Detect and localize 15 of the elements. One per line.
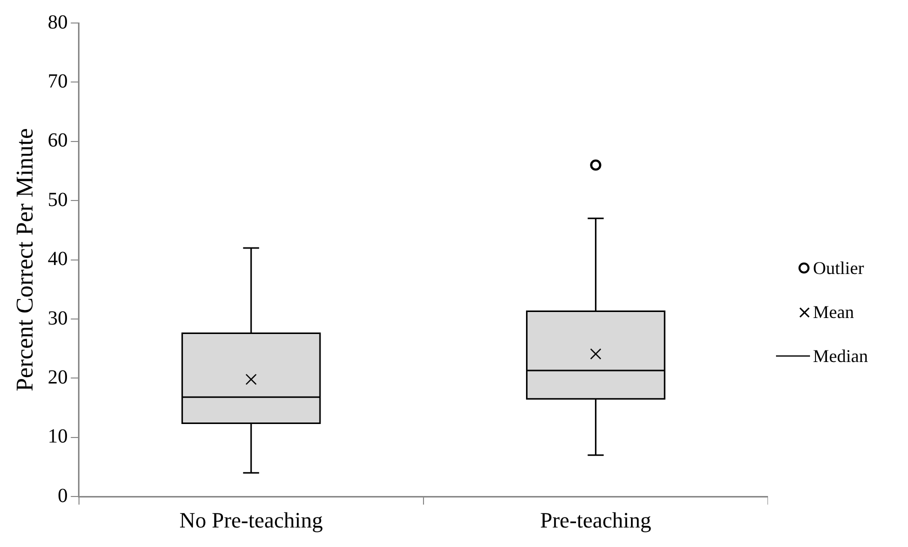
y-tick-label: 30 [48,307,68,330]
y-tick-label: 70 [48,70,68,92]
x-tick-label: No Pre-teaching [179,508,323,533]
text: Outlier [813,258,864,278]
y-tick-label: 10 [48,426,68,448]
y-tick-label: 40 [48,248,68,270]
y-axis-title: Percent Correct Per Minute [12,128,39,392]
y-tick-label: 20 [48,366,68,388]
y-tick-label: 80 [48,11,68,34]
x-tick-label: Pre-teaching [540,508,652,533]
text: Median [813,346,868,366]
text: Mean [813,302,854,322]
y-tick-label: 50 [48,188,68,211]
y-tick-label: 0 [58,484,68,507]
y-tick-label: 60 [48,130,68,152]
